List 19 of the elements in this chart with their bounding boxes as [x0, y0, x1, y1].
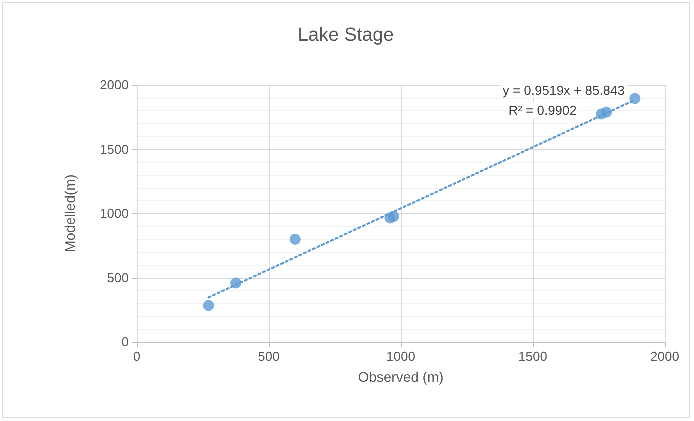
- y-tick-label: 500: [107, 270, 129, 286]
- point: [290, 234, 301, 245]
- y-tick-label: 1000: [100, 206, 129, 221]
- y-axis-title: Modelled(m): [62, 174, 78, 252]
- y-tick-label: 1500: [100, 142, 129, 157]
- x-tick-label: 1500: [518, 349, 548, 364]
- point: [203, 300, 214, 312]
- annotation: R² = 0.9902: [508, 103, 577, 118]
- annotation: y = 0.9519x + 85.843: [502, 83, 625, 98]
- y-tick-label: 2000: [100, 78, 129, 92]
- x-tick-label: 500: [258, 349, 280, 364]
- x-tick-label: 1000: [386, 349, 416, 364]
- y-tick-label: 0: [122, 334, 129, 350]
- point: [630, 93, 641, 104]
- x-tick-label: 2000: [650, 349, 680, 364]
- chart-title: Lake Stage: [298, 25, 394, 46]
- x-axis-title: Observed (m): [358, 369, 444, 385]
- x-tick-label: 0: [133, 349, 141, 364]
- point: [388, 211, 400, 222]
